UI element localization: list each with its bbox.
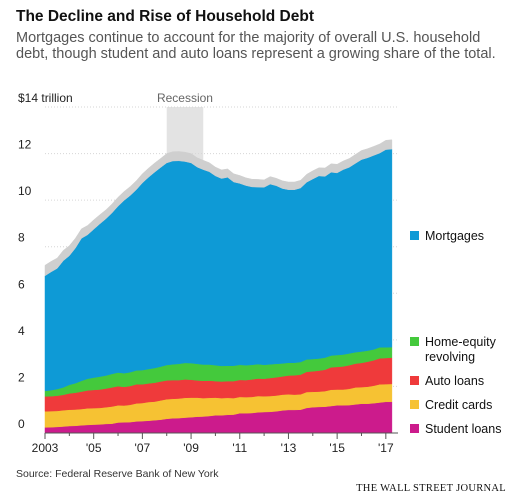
legend-swatch-credit-cards <box>410 400 419 409</box>
legend-label-home-equity-revolving: Home-equity revolving <box>425 335 497 364</box>
y-tick-label: 4 <box>18 324 25 338</box>
legend-swatch-home-equity-revolving <box>410 337 419 346</box>
legend-label-mortgages: Mortgages <box>425 229 484 243</box>
x-tick-label: '11 <box>232 441 247 455</box>
legend-swatch-mortgages <box>410 231 419 240</box>
source-note: Source: Federal Reserve Bank of New York <box>16 468 219 480</box>
stacked-area-chart: Recession 0 2 4 6 8 10 12 $14 trillion 2003 '05 '0… <box>18 91 501 455</box>
publisher-logo: THE WALL STREET JOURNAL <box>356 483 506 494</box>
legend-swatch-auto-loans <box>410 376 419 385</box>
x-tick-label: '09 <box>183 441 199 455</box>
y-tick-label: 12 <box>18 138 32 152</box>
legend: Mortgages Home-equity revolving Auto loans C… <box>410 229 501 436</box>
x-tick-label: '13 <box>281 441 297 455</box>
x-tick-label: 2003 <box>32 441 59 455</box>
chart-title: The Decline and Rise of Household Debt <box>16 8 314 25</box>
recession-label: Recession <box>157 91 213 105</box>
x-tick-label: '05 <box>86 441 102 455</box>
legend-label-credit-cards: Credit cards <box>425 398 492 412</box>
legend-label-auto-loans: Auto loans <box>425 374 484 388</box>
area-other <box>44 139 393 277</box>
x-tick-label: '07 <box>135 441 151 455</box>
y-tick-label: $14 trillion <box>18 91 73 105</box>
y-tick-label: 8 <box>18 231 25 245</box>
axes: 0 2 4 6 8 10 12 $14 trillion 2003 '05 '07 '09 '11 '13… <box>18 91 398 455</box>
area-series <box>44 139 393 434</box>
x-tick-label: '15 <box>329 441 345 455</box>
y-tick-label: 2 <box>18 370 25 384</box>
legend-swatch-student-loans <box>410 424 419 433</box>
chart-subtitle: Mortgages continue to account for the ma… <box>16 30 496 62</box>
area-mortgages <box>44 148 393 392</box>
x-tick-label: '17 <box>378 441 394 455</box>
y-tick-label: 10 <box>18 184 32 198</box>
y-tick-label: 0 <box>18 417 25 431</box>
legend-label-student-loans: Student loans <box>425 422 501 436</box>
y-tick-label: 6 <box>18 277 25 291</box>
